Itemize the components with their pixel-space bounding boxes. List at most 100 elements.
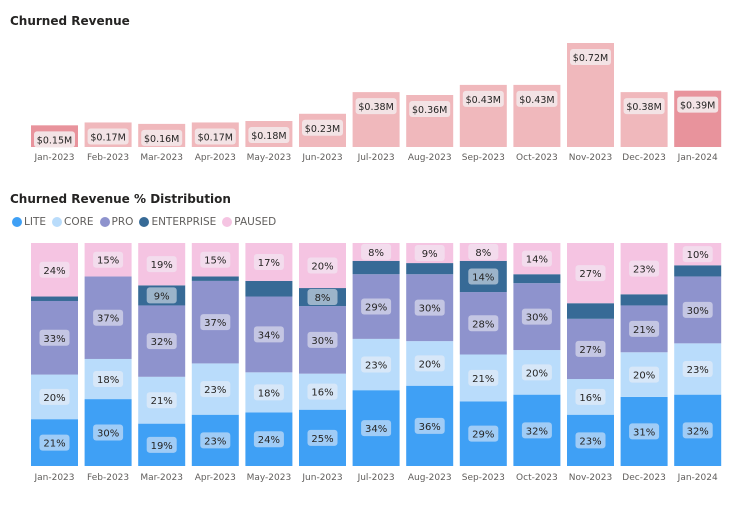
data-label: $0.23M [305,124,340,135]
data-label-bg [194,128,236,145]
revenue-chart-title: Churned Revenue [10,14,130,28]
legend-label: PAUSED [234,216,277,228]
x-tick-label: Jan-2024 [677,473,718,483]
data-label: 16% [579,393,601,404]
data-label-bg [570,49,611,65]
data-label-bg [361,356,392,373]
data-label: 21% [43,439,65,450]
data-label-bg [200,432,231,449]
data-label: $0.36M [412,105,447,116]
data-label: 8% [368,248,384,259]
data-label: 8% [315,293,331,304]
data-label: 20% [633,371,655,382]
data-label-bg [200,251,231,268]
data-label-bg [302,119,343,136]
x-tick-label: Aug-2023 [408,473,452,483]
data-label-bg [575,265,606,282]
data-label: 24% [258,435,280,446]
data-label-bg [93,424,124,441]
legend-item[interactable]: PRO [99,216,133,228]
data-label: 30% [311,336,333,347]
data-label: 8% [475,248,491,259]
legend-item[interactable]: PAUSED [222,216,276,228]
data-label-bg [682,301,713,318]
data-label: 18% [97,375,119,386]
data-label-bg [34,131,75,148]
segment-enterprise[interactable] [245,280,293,297]
x-tick-label: Sep-2023 [462,473,505,483]
x-tick-label: Jun-2023 [301,473,342,483]
data-label: 15% [204,256,226,267]
x-tick-label: Nov-2023 [569,153,612,163]
data-label-bg [516,90,558,107]
x-tick-label: Dec-2023 [622,473,666,483]
legend-item[interactable]: ENTERPRISE [139,216,216,228]
data-label-bg [39,434,70,451]
data-label-bg [468,369,499,386]
data-label: $0.38M [626,102,661,113]
data-label-bg [39,261,70,278]
data-label-bg [361,243,392,260]
data-label: 10% [687,250,709,261]
segment-enterprise[interactable] [352,260,400,275]
x-tick-label: Jan-2023 [33,153,74,163]
data-label-bg [253,384,284,401]
distribution-chart-title: Churned Revenue % Distribution [10,192,231,206]
data-label: 34% [365,424,387,435]
data-label: 31% [633,427,655,438]
data-label: 16% [311,388,333,399]
legend: LITE CORE PRO ENTERPRISE PAUSED [12,216,276,228]
segment-enterprise[interactable] [620,294,668,306]
data-label: 30% [419,304,441,315]
x-tick-label: Feb-2023 [87,153,129,163]
data-label-bg [575,432,606,449]
data-label: 32% [687,426,709,437]
data-label: 32% [151,337,173,348]
data-label: 20% [311,262,333,273]
data-label-bg [682,360,713,377]
data-label-bg [521,250,552,267]
data-label-bg [521,308,552,325]
data-label: 20% [419,359,441,370]
legend-dot-icon [222,217,233,227]
data-label: 24% [43,266,65,277]
data-label: 20% [43,393,65,404]
data-label-bg [87,128,129,145]
legend-item[interactable]: LITE [12,216,46,228]
data-label-bg [361,420,392,437]
data-label: 21% [633,325,655,336]
x-tick-label: Feb-2023 [87,473,129,483]
data-label: 23% [579,436,601,447]
data-label-bg [677,96,719,113]
data-label: 19% [151,260,173,271]
segment-enterprise[interactable] [513,274,561,284]
data-label-bg [468,425,499,442]
data-label: 9% [422,249,438,260]
data-label-bg [93,251,124,268]
data-label-bg [307,331,338,348]
data-label-bg [682,246,713,263]
segment-enterprise[interactable] [567,303,614,319]
data-label-bg [253,253,284,270]
data-label: 19% [151,441,173,452]
data-label: 30% [97,429,119,440]
data-label: 23% [204,436,226,447]
data-label-bg [414,245,445,262]
data-label: 27% [579,345,601,356]
legend-item[interactable]: CORE [52,216,94,228]
legend-label: CORE [64,216,94,228]
data-label-bg [146,436,177,453]
data-label: 27% [579,269,601,280]
data-label: 32% [526,426,548,437]
segment-enterprise[interactable] [674,265,722,277]
data-label: $0.39M [680,101,715,112]
data-label: 33% [43,334,65,345]
data-label-bg [307,257,338,274]
data-label: 14% [526,255,548,266]
segment-enterprise[interactable] [191,276,239,281]
data-label: 30% [526,313,548,324]
x-tick-label: Jan-2024 [677,153,718,163]
segment-enterprise[interactable] [406,263,454,275]
segment-enterprise[interactable] [31,296,78,301]
data-label-bg [93,309,124,326]
